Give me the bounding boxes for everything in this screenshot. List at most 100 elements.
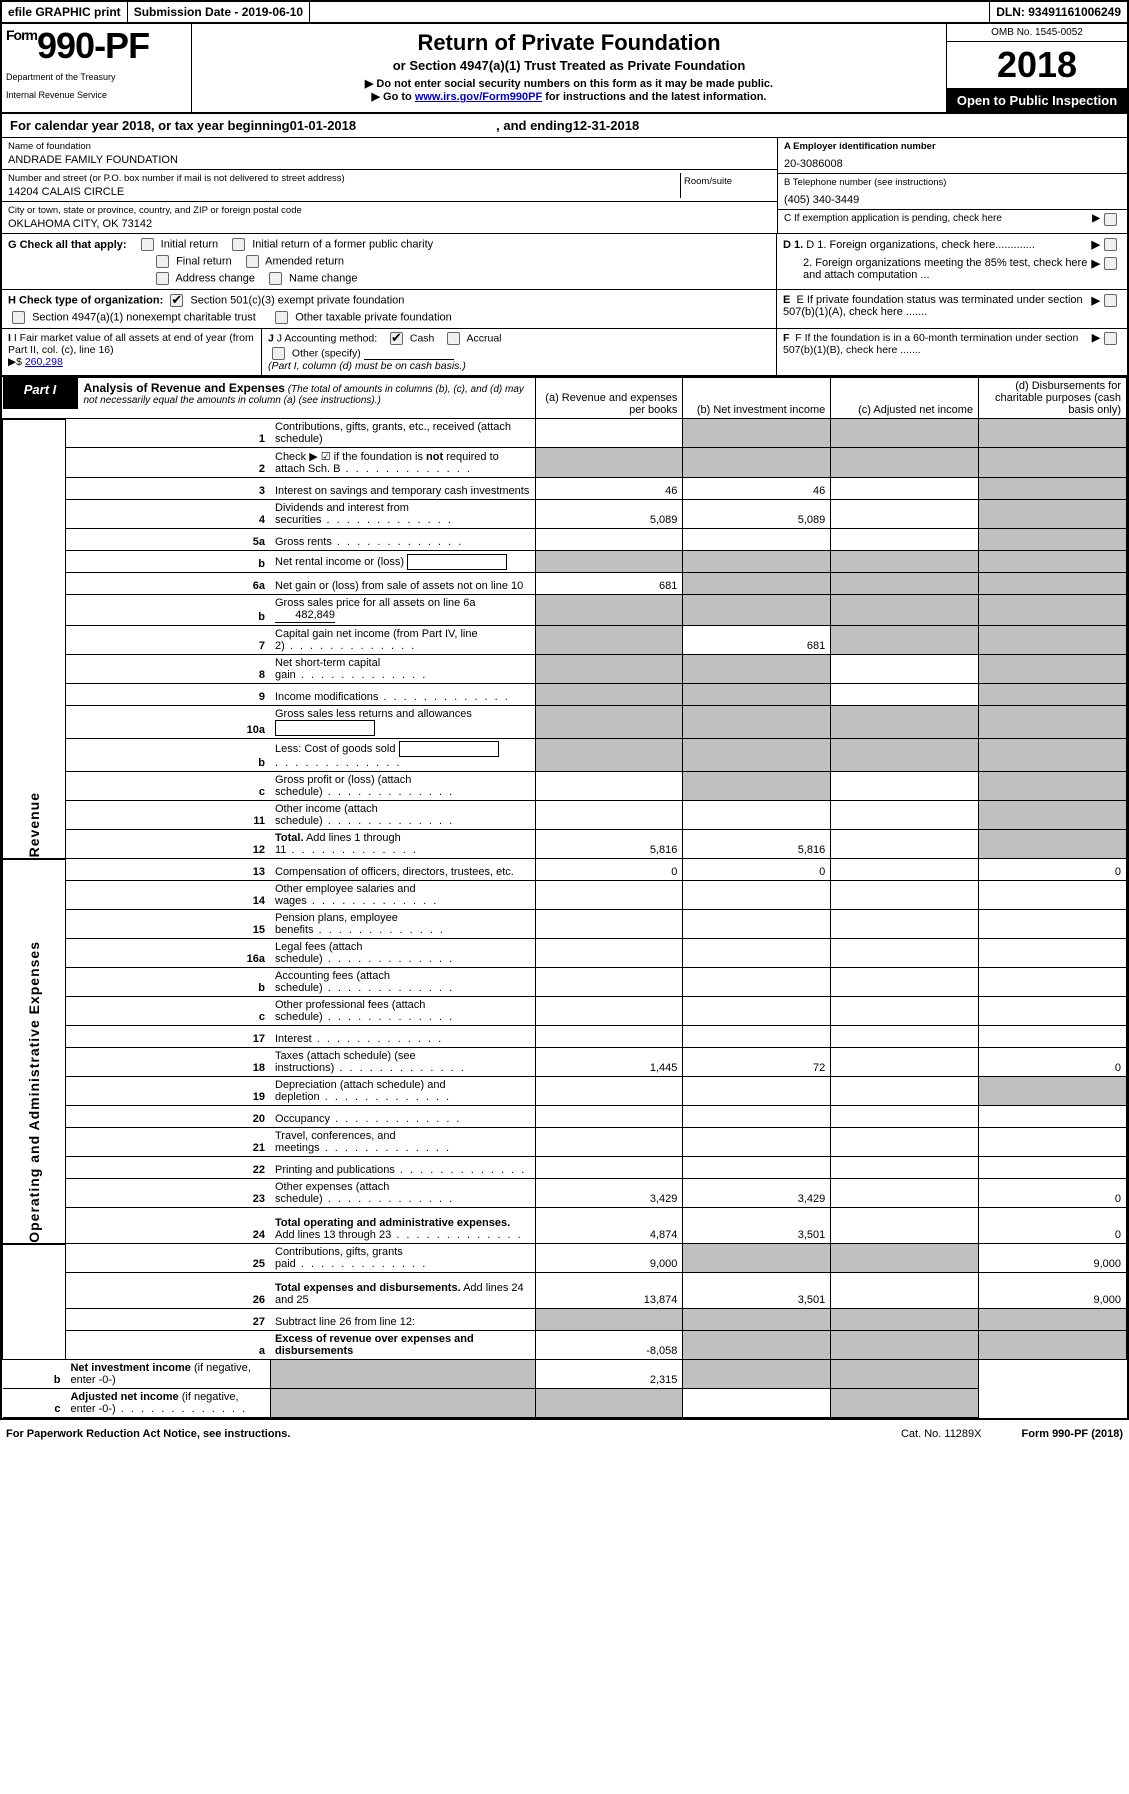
j-cash-checkbox[interactable]	[390, 332, 403, 345]
amt-cell: -8,058	[535, 1331, 683, 1360]
line-no: 20	[65, 1106, 270, 1128]
d1-checkbox[interactable]	[1104, 238, 1117, 251]
header-center: Return of Private Foundation or Section …	[192, 24, 947, 112]
line-row: 7Capital gain net income (from Part IV, …	[3, 626, 1127, 655]
amt-cell	[831, 1077, 979, 1106]
col-a-header: (a) Revenue and expenses per books	[535, 378, 683, 419]
efile-print[interactable]: efile GRAPHIC print	[2, 2, 128, 22]
line-no: 7	[65, 626, 270, 655]
col-b-header: (b) Net investment income	[683, 378, 831, 419]
form-prefix: Form	[6, 27, 37, 43]
line-row: 8Net short-term capital gain	[3, 655, 1127, 684]
amt-cell	[831, 573, 979, 595]
line-desc: Depreciation (attach schedule) and deple…	[270, 1077, 535, 1106]
line-row: Operating and Administrative Expenses13C…	[3, 859, 1127, 881]
amt-cell	[683, 706, 831, 739]
rows-body: Revenue1Contributions, gifts, grants, et…	[3, 419, 1127, 1418]
amt-cell	[683, 448, 831, 478]
form-title: Return of Private Foundation	[198, 30, 940, 56]
i-section: I I Fair market value of all assets at e…	[2, 329, 262, 375]
c-checkbox[interactable]	[1104, 213, 1117, 226]
amt-cell	[831, 739, 979, 772]
final-return-checkbox[interactable]	[156, 255, 169, 268]
line-no: 2	[65, 448, 270, 478]
amt-cell: 3,429	[683, 1179, 831, 1208]
gd-row: G Check all that apply: Initial return I…	[2, 234, 1127, 290]
amt-cell: 5,089	[535, 500, 683, 529]
cal-begin: 01-01-2018	[290, 118, 357, 133]
h-other-checkbox[interactable]	[275, 311, 288, 324]
name-change-checkbox[interactable]	[269, 272, 282, 285]
line-no: 21	[65, 1128, 270, 1157]
amended-return-checkbox[interactable]	[246, 255, 259, 268]
amt-cell: 2,315	[535, 1360, 683, 1389]
line-row: 17Interest	[3, 1026, 1127, 1048]
line-row: 23Other expenses (attach schedule)3,4293…	[3, 1179, 1127, 1208]
amt-cell: 5,089	[683, 500, 831, 529]
amt-cell	[683, 1244, 831, 1273]
j-other-blank[interactable]	[364, 348, 454, 360]
line-row: bAccounting fees (attach schedule)	[3, 968, 1127, 997]
amt-cell	[683, 529, 831, 551]
d2-checkbox[interactable]	[1104, 257, 1117, 270]
address-change-checkbox[interactable]	[156, 272, 169, 285]
amt-cell	[683, 1360, 831, 1389]
i-label: I Fair market value of all assets at end…	[8, 332, 254, 356]
line-row: 4Dividends and interest from securities5…	[3, 500, 1127, 529]
line-desc: Subtract line 26 from line 12:	[270, 1309, 535, 1331]
j-note: (Part I, column (d) must be on cash basi…	[268, 360, 770, 372]
e-checkbox[interactable]	[1104, 294, 1117, 307]
amt-cell	[535, 968, 683, 997]
top-spacer	[310, 2, 990, 22]
line-row: 2Check ▶ ☑ if the foundation is not requ…	[3, 448, 1127, 478]
part1-title-cell: Analysis of Revenue and Expenses (The to…	[78, 378, 535, 409]
amt-cell	[831, 1048, 979, 1077]
j-accrual-checkbox[interactable]	[447, 332, 460, 345]
amt-cell	[831, 1309, 979, 1331]
amt-cell	[831, 881, 979, 910]
h-501c3-checkbox[interactable]	[170, 294, 183, 307]
line-desc: Interest	[270, 1026, 535, 1048]
name-cell: Name of foundation ANDRADE FAMILY FOUNDA…	[2, 138, 777, 170]
amt-cell	[535, 739, 683, 772]
line-desc: Other income (attach schedule)	[270, 801, 535, 830]
line-no: c	[65, 772, 270, 801]
line-desc: Excess of revenue over expenses and disb…	[270, 1331, 535, 1360]
amt-cell	[979, 626, 1127, 655]
amt-cell	[535, 939, 683, 968]
h-4947-checkbox[interactable]	[12, 311, 25, 324]
line-row: 15Pension plans, employee benefits	[3, 910, 1127, 939]
amt-cell	[831, 1389, 979, 1418]
line-row: 20Occupancy	[3, 1106, 1127, 1128]
line-row: 12Total. Add lines 1 through 115,8165,81…	[3, 830, 1127, 859]
f-checkbox[interactable]	[1104, 332, 1117, 345]
line-row: 21Travel, conferences, and meetings	[3, 1128, 1127, 1157]
amt-cell: 5,816	[683, 830, 831, 859]
amt-cell	[831, 859, 979, 881]
line-desc: Less: Cost of goods sold	[270, 739, 535, 772]
dln-value: 93491161006249	[1028, 5, 1121, 19]
line-desc: Pension plans, employee benefits	[270, 910, 535, 939]
j-other-checkbox[interactable]	[272, 347, 285, 360]
amt-cell	[979, 968, 1127, 997]
amt-cell	[535, 706, 683, 739]
line-row: 27Subtract line 26 from line 12:	[3, 1309, 1127, 1331]
initial-former-checkbox[interactable]	[232, 238, 245, 251]
line-no: c	[3, 1389, 66, 1418]
amt-cell	[831, 830, 979, 859]
amt-cell	[831, 478, 979, 500]
amt-cell: 681	[535, 573, 683, 595]
amt-cell	[535, 881, 683, 910]
j-label: J Accounting method:	[277, 332, 377, 344]
irs-link[interactable]: www.irs.gov/Form990PF	[415, 91, 542, 103]
info-left: Name of foundation ANDRADE FAMILY FOUNDA…	[2, 138, 777, 233]
fmv-value[interactable]: 260,298	[25, 356, 63, 368]
f-label: F If the foundation is in a 60-month ter…	[783, 332, 1078, 356]
line-desc: Net short-term capital gain	[270, 655, 535, 684]
amt-cell	[831, 1331, 979, 1360]
amt-cell	[683, 1157, 831, 1179]
initial-return-checkbox[interactable]	[141, 238, 154, 251]
amt-cell: 4,874	[535, 1208, 683, 1244]
amt-cell	[979, 573, 1127, 595]
line-row: cGross profit or (loss) (attach schedule…	[3, 772, 1127, 801]
